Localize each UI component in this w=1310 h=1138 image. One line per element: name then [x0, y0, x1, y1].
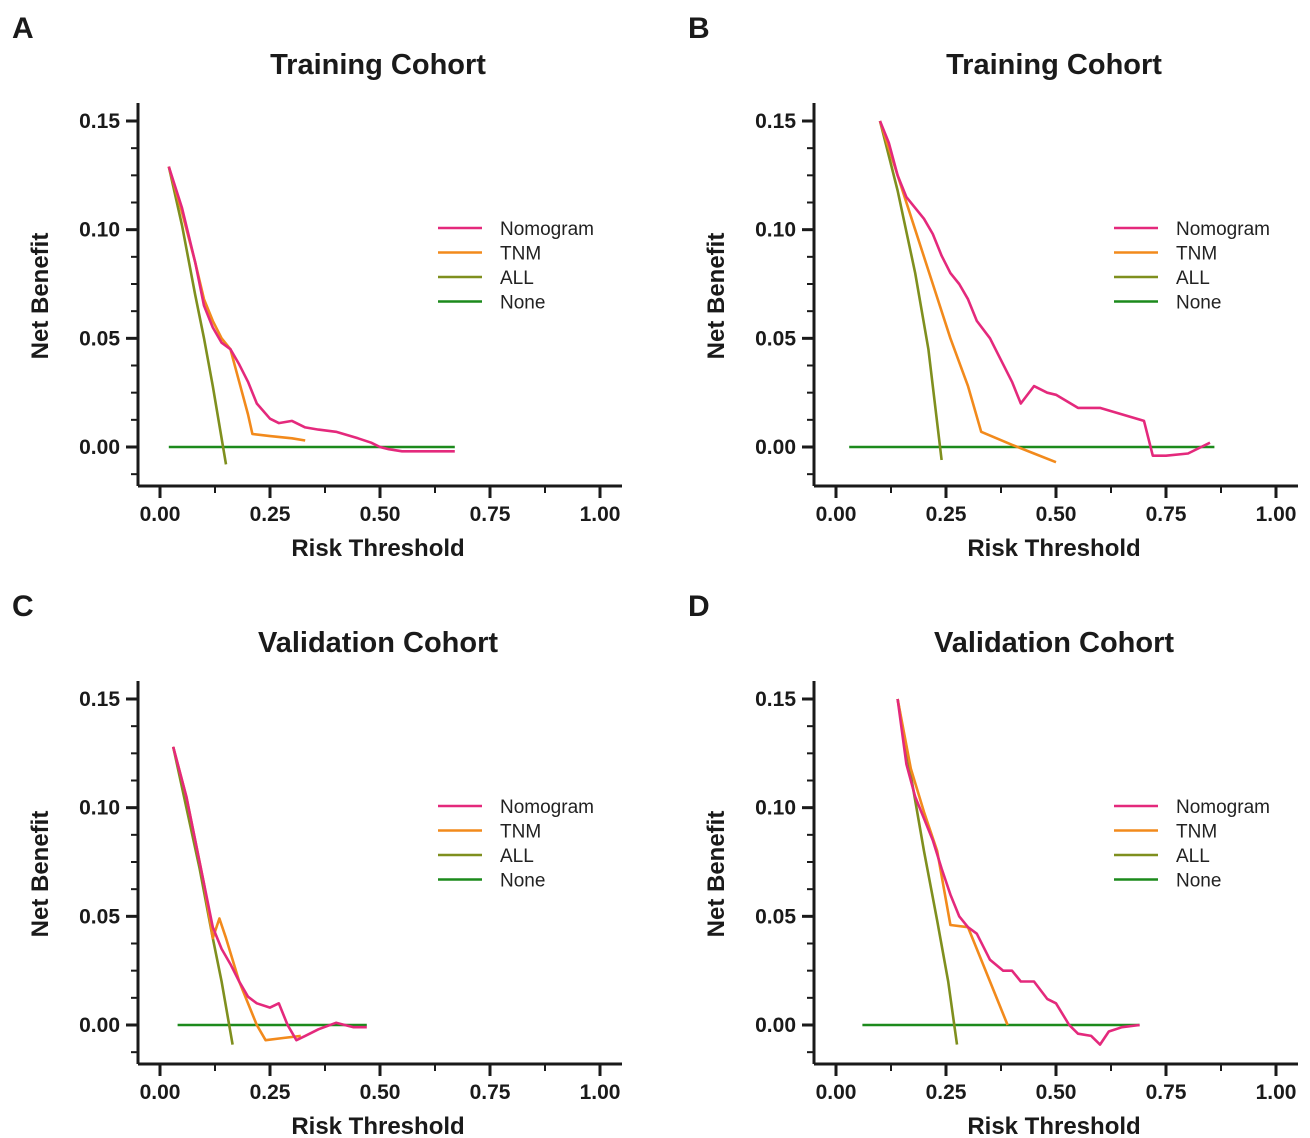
x-tick-label: 0.25	[250, 1081, 291, 1104]
x-tick-label: 1.00	[580, 1081, 621, 1104]
panel-letter: C	[12, 590, 34, 623]
y-tick-label: 0.10	[79, 797, 120, 820]
x-tick-label: 1.00	[1256, 1081, 1297, 1104]
y-tick-label: 0.10	[755, 219, 796, 242]
y-axis-label: Net Benefit	[703, 233, 730, 360]
series-line-all	[171, 746, 234, 1045]
y-tick-label: 0.05	[79, 327, 120, 350]
panel-letter: A	[12, 12, 34, 45]
legend-label-all: ALL	[500, 846, 534, 867]
panel-d: D Validation Cohort 0.00 0.05 0.10 0.15 0.00 0.…	[688, 590, 1298, 1138]
y-axis-label: Net Benefit	[27, 233, 54, 360]
series-line-nomogram	[878, 120, 1211, 458]
x-axis-label: Risk Threshold	[967, 535, 1140, 562]
series-line-tnm	[896, 698, 1009, 1026]
series-line-tnm	[878, 120, 1057, 464]
chart-title: Training Cohort	[270, 49, 486, 81]
x-tick-label: 0.25	[926, 1081, 967, 1104]
legend-label-nomogram: Nomogram	[1176, 797, 1270, 818]
x-tick-label: 0.75	[470, 1081, 511, 1104]
x-tick-label: 0.50	[360, 503, 401, 526]
legend-label-tnm: TNM	[1176, 244, 1217, 265]
y-tick-label: 0.00	[755, 436, 796, 459]
legend-label-tnm: TNM	[500, 822, 541, 843]
legend-label-nomogram: Nomogram	[500, 797, 594, 818]
legend-label-none: None	[500, 293, 545, 314]
y-tick-label: 0.05	[755, 327, 796, 350]
y-tick-label: 0.05	[755, 905, 796, 928]
panel-a: A Training Cohort 0.00 0.05 0.10 0.15 0.00 0.25…	[12, 12, 622, 562]
y-tick-label: 0.15	[755, 688, 796, 711]
legend-label-all: ALL	[1176, 846, 1210, 867]
y-tick-label: 0.10	[755, 797, 796, 820]
series-line-nomogram	[167, 166, 455, 453]
y-tick-label: 0.00	[79, 1014, 120, 1037]
y-tick-label: 0.15	[755, 110, 796, 133]
panel-letter: B	[688, 12, 710, 45]
y-tick-label: 0.15	[79, 688, 120, 711]
x-tick-label: 0.00	[140, 503, 181, 526]
x-tick-label: 0.50	[360, 1081, 401, 1104]
legend-label-nomogram: Nomogram	[500, 219, 594, 240]
chart-title: Validation Cohort	[934, 627, 1174, 659]
y-tick-label: 0.15	[79, 110, 120, 133]
x-tick-label: 0.00	[816, 503, 857, 526]
x-tick-label: 0.75	[470, 503, 511, 526]
legend-label-tnm: TNM	[500, 244, 541, 265]
y-tick-label: 0.10	[79, 219, 120, 242]
legend-label-none: None	[1176, 293, 1221, 314]
y-tick-label: 0.05	[79, 905, 120, 928]
legend-label-all: ALL	[1176, 268, 1210, 289]
x-tick-label: 0.25	[926, 503, 967, 526]
series-line-tnm	[171, 746, 301, 1042]
x-tick-label: 0.75	[1146, 1081, 1187, 1104]
x-tick-label: 0.50	[1036, 503, 1077, 526]
y-tick-label: 0.00	[79, 436, 120, 459]
y-axis-label: Net Benefit	[703, 811, 730, 938]
x-tick-label: 1.00	[580, 503, 621, 526]
legend-label-all: ALL	[500, 268, 534, 289]
panel-c: C Validation Cohort 0.00 0.05 0.10 0.15 0.00 0.…	[12, 590, 622, 1138]
x-tick-label: 0.00	[816, 1081, 857, 1104]
x-axis-label: Risk Threshold	[291, 535, 464, 562]
x-tick-label: 0.75	[1146, 503, 1187, 526]
series-line-all	[167, 166, 228, 465]
chart-title: Validation Cohort	[258, 627, 498, 659]
y-tick-label: 0.00	[755, 1014, 796, 1037]
legend-label-none: None	[1176, 871, 1221, 892]
y-axis-label: Net Benefit	[27, 811, 54, 938]
series-line-all	[878, 120, 943, 461]
series-line-tnm	[167, 166, 306, 442]
legend-label-tnm: TNM	[1176, 822, 1217, 843]
x-tick-label: 0.00	[140, 1081, 181, 1104]
x-tick-label: 1.00	[1256, 503, 1297, 526]
x-axis-label: Risk Threshold	[967, 1113, 1140, 1138]
chart-title: Training Cohort	[946, 49, 1162, 81]
series-line-nomogram	[171, 746, 367, 1042]
series-line-nomogram	[896, 698, 1140, 1046]
panel-b: B Training Cohort 0.00 0.05 0.10 0.15 0.00 0.25…	[688, 12, 1298, 562]
x-tick-label: 0.50	[1036, 1081, 1077, 1104]
x-axis-label: Risk Threshold	[291, 1113, 464, 1138]
x-tick-label: 0.25	[250, 503, 291, 526]
panel-letter: D	[688, 590, 710, 623]
legend-label-none: None	[500, 871, 545, 892]
legend-label-nomogram: Nomogram	[1176, 219, 1270, 240]
